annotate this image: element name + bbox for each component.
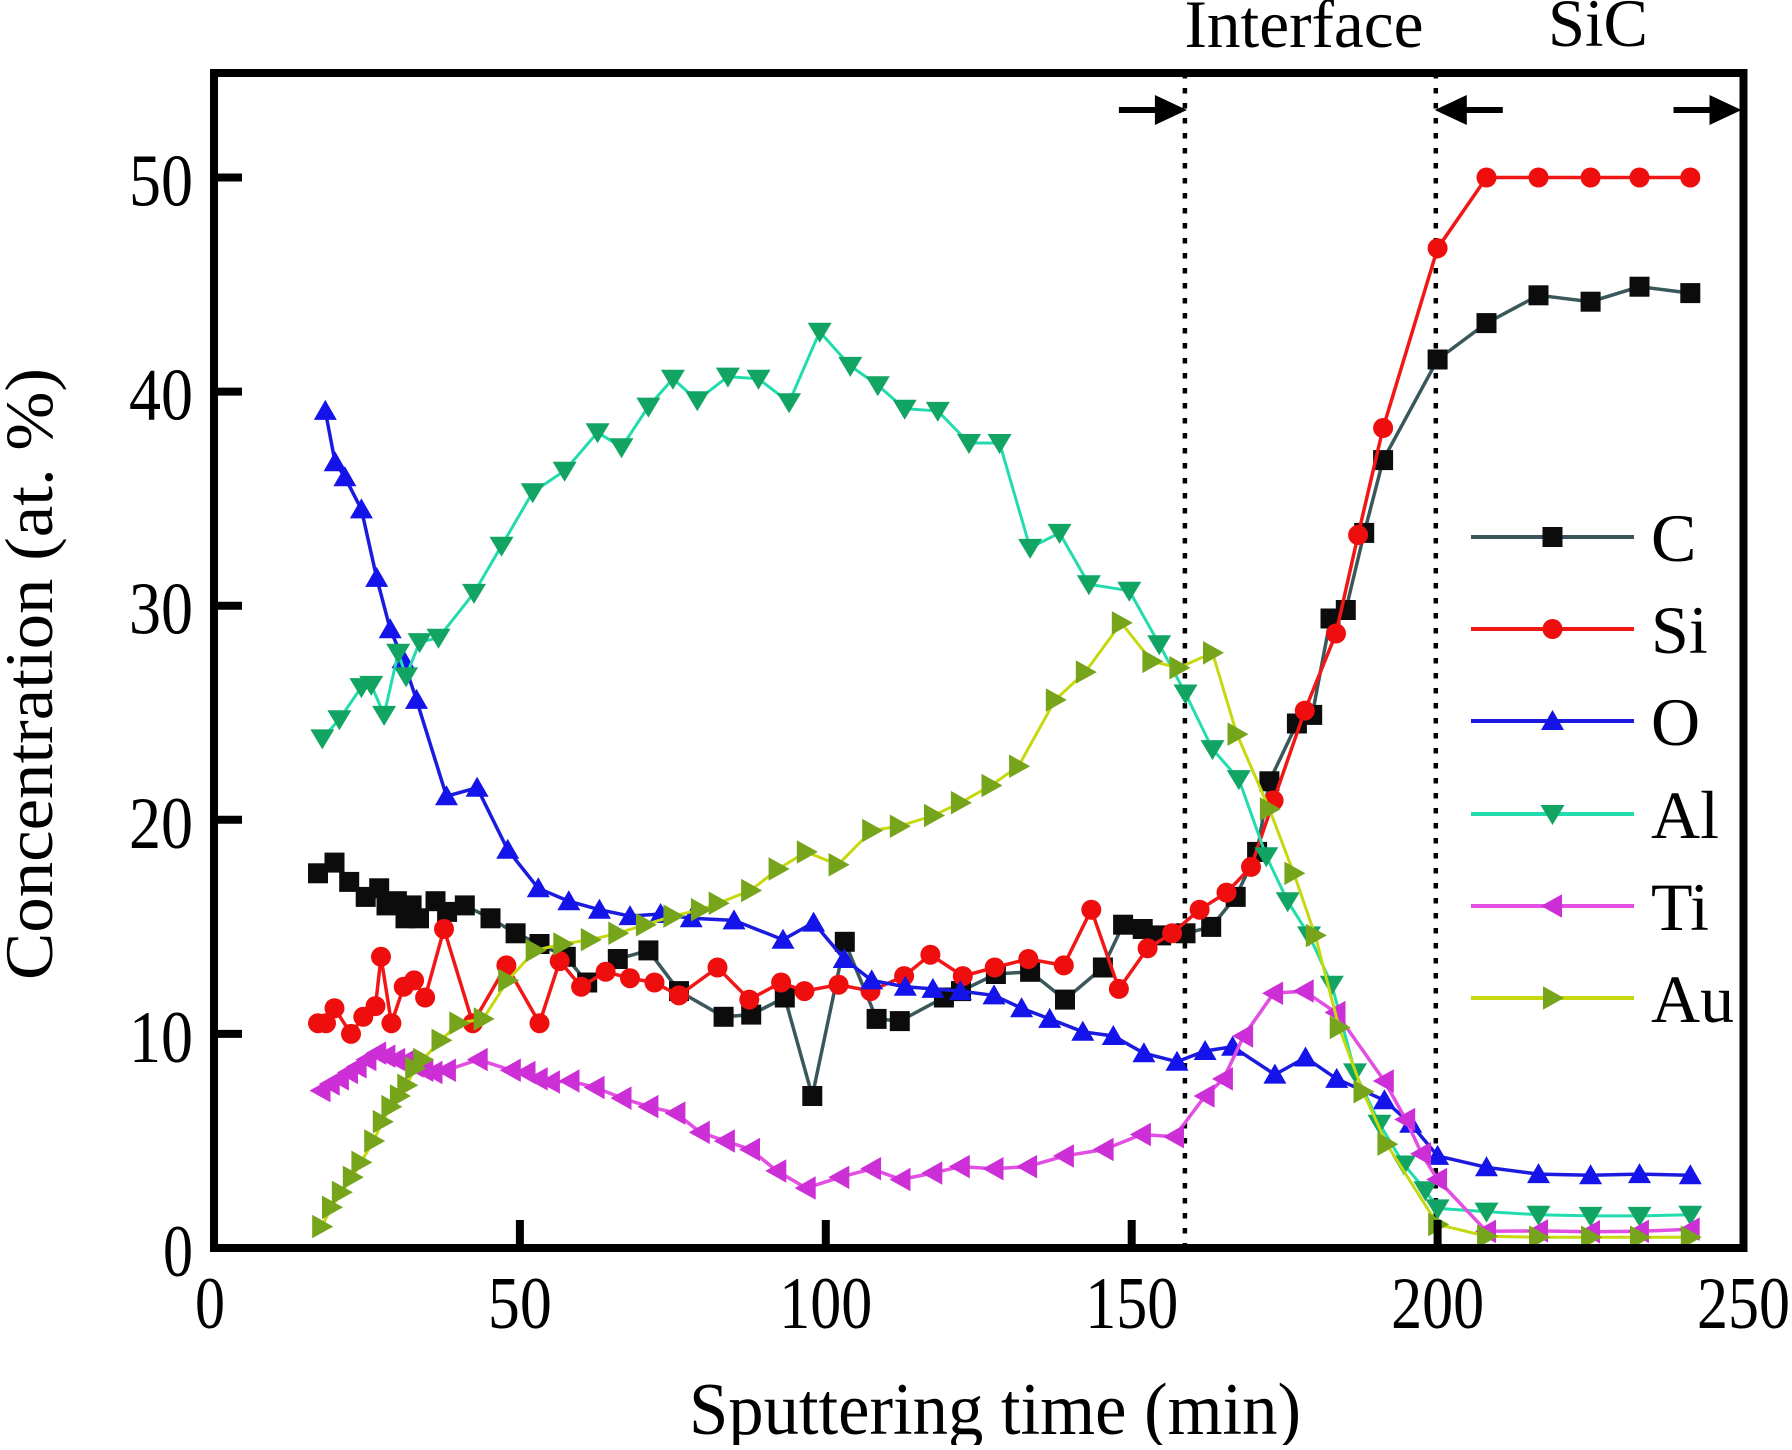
svg-text:50: 50 — [129, 141, 193, 223]
svg-text:100: 100 — [779, 1263, 872, 1345]
svg-text:Interface: Interface — [1185, 0, 1424, 62]
svg-text:Concentration (at. %): Concentration (at. %) — [0, 368, 67, 980]
svg-text:0: 0 — [163, 1211, 193, 1293]
svg-text:C: C — [1651, 500, 1696, 576]
svg-text:10: 10 — [129, 997, 193, 1079]
svg-text:150: 150 — [1085, 1263, 1178, 1345]
svg-text:250: 250 — [1697, 1263, 1790, 1345]
svg-text:Al: Al — [1651, 777, 1719, 853]
svg-text:Sputtering time (min): Sputtering time (min) — [689, 1369, 1301, 1445]
svg-text:Si: Si — [1651, 592, 1708, 668]
svg-text:SiC: SiC — [1548, 0, 1648, 61]
svg-text:Ti: Ti — [1651, 869, 1709, 945]
svg-text:200: 200 — [1391, 1263, 1484, 1345]
svg-text:50: 50 — [488, 1263, 552, 1345]
svg-text:40: 40 — [129, 355, 193, 437]
svg-text:O: O — [1651, 684, 1700, 760]
svg-text:0: 0 — [195, 1263, 225, 1345]
svg-text:20: 20 — [129, 783, 193, 865]
svg-text:30: 30 — [129, 569, 193, 651]
svg-text:Au: Au — [1651, 961, 1734, 1037]
